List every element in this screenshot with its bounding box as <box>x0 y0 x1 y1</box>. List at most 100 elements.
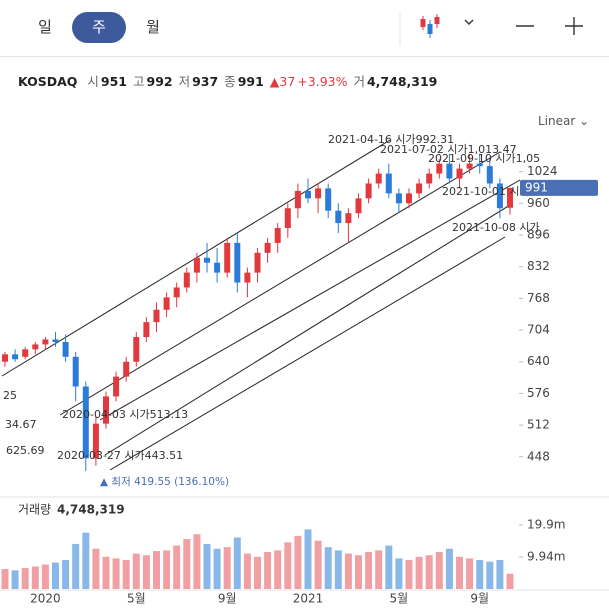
volume-bar <box>41 564 49 589</box>
volume-bar <box>52 562 59 589</box>
volume-bar <box>425 555 433 589</box>
change-pct: +3.93% <box>297 74 348 89</box>
annotation: 2020-03-27 시가443.51 <box>57 449 183 462</box>
x-tick-label: 9월 <box>470 592 489 606</box>
volume-bar <box>132 553 140 589</box>
y-tick-label: 896 <box>527 227 550 241</box>
candle-body <box>163 297 170 310</box>
volume-bar <box>445 548 453 589</box>
candle-body <box>82 386 89 459</box>
candle-body <box>395 193 402 204</box>
value: 4,748,319 <box>366 74 438 89</box>
scale-selector[interactable]: Linear ⌄ <box>538 114 590 128</box>
value: 951 <box>100 74 127 89</box>
quote-info: KOSDAQ 시 951 고 992 저 937 종 991 ▲37 +3.93% 거 4,… <box>18 71 439 90</box>
y-tick-label: 832 <box>527 259 550 273</box>
volume-bar <box>142 555 150 589</box>
volume-bar <box>254 556 261 589</box>
x-tick-label: 2021 <box>293 592 324 606</box>
volume-bar <box>203 543 211 589</box>
candle-body <box>436 163 443 174</box>
tab[interactable]: 월 <box>146 18 160 36</box>
y-tick-label: 448 <box>527 449 550 463</box>
volume-bar <box>476 560 484 589</box>
y-tick-label: 960 <box>527 196 550 210</box>
volume-bar <box>456 556 463 589</box>
volume-bar <box>344 553 352 589</box>
candle-body <box>52 339 59 342</box>
volume-bar <box>405 560 413 589</box>
volume-value: 4,748,319 <box>57 503 125 517</box>
x-tick-label: 5월 <box>390 592 409 606</box>
candle-body <box>62 341 69 357</box>
candle-body <box>204 257 210 263</box>
value: 992 <box>146 74 173 89</box>
candle-body <box>274 228 281 243</box>
y-tick-label: 768 <box>527 291 550 305</box>
candle-body <box>507 187 513 208</box>
candle-body <box>426 173 433 184</box>
candle-body <box>123 361 130 377</box>
candle-body <box>385 173 392 194</box>
volume-bar <box>496 560 504 589</box>
change: ▲37 <box>269 74 296 89</box>
annotation: 2021-09-10 시가1,05 <box>428 152 540 165</box>
candle-body <box>234 242 241 283</box>
x-tick-label: 2020 <box>30 592 61 606</box>
volume-bar <box>112 558 120 589</box>
candle-body <box>446 163 453 179</box>
trend-line <box>104 204 511 456</box>
candle-body <box>355 198 362 214</box>
candle-body <box>335 210 342 224</box>
candle-body <box>12 354 19 360</box>
volume-bar <box>415 556 423 589</box>
label: 시 <box>87 74 99 89</box>
tab[interactable]: 일 <box>38 18 52 36</box>
volume-bar <box>466 558 474 589</box>
label: 종 <box>224 74 236 89</box>
candle-body <box>92 423 99 459</box>
volume-bar <box>31 566 39 589</box>
candle-body <box>486 166 493 184</box>
volume-bar <box>324 547 332 589</box>
volume-bar <box>385 545 393 589</box>
candle-body <box>365 183 372 199</box>
label: 저 <box>178 74 191 89</box>
candle-body <box>72 356 79 387</box>
candle-body <box>496 183 503 209</box>
volume-tick-label: 9.94m <box>527 550 565 564</box>
volume-bar <box>72 543 80 589</box>
tab[interactable]: 주 <box>72 12 126 43</box>
candle-body <box>284 208 291 229</box>
candle-body <box>456 168 463 179</box>
candle-body <box>294 190 301 209</box>
candle-body <box>214 262 221 273</box>
y-tick-label: 1024 <box>527 164 558 178</box>
candle-body <box>244 272 251 283</box>
label: 고 <box>132 74 145 89</box>
volume-bar <box>395 558 403 589</box>
candle-body <box>476 163 483 167</box>
volume-bar <box>183 539 191 589</box>
value: 991 <box>237 74 264 89</box>
volume-bar <box>334 550 342 589</box>
candle-body <box>193 257 200 273</box>
volume-bar <box>213 548 221 589</box>
annotation: 2021-04-16 시가992.31 <box>328 133 454 146</box>
candle-body <box>406 193 412 204</box>
trend-line <box>109 236 506 471</box>
volume-bar <box>223 547 231 589</box>
annotation: 2021-10-01 시가 <box>442 185 530 198</box>
annotation: 34.67 <box>5 418 37 431</box>
y-tick-label: 576 <box>527 386 550 400</box>
candle-body <box>2 354 8 362</box>
volume-bar <box>274 550 282 589</box>
candle-body <box>416 183 423 194</box>
candle-body <box>22 349 29 357</box>
volume-bar <box>435 551 443 589</box>
candle-body <box>103 396 109 424</box>
candle-body <box>345 213 352 224</box>
candle-body <box>113 376 120 397</box>
